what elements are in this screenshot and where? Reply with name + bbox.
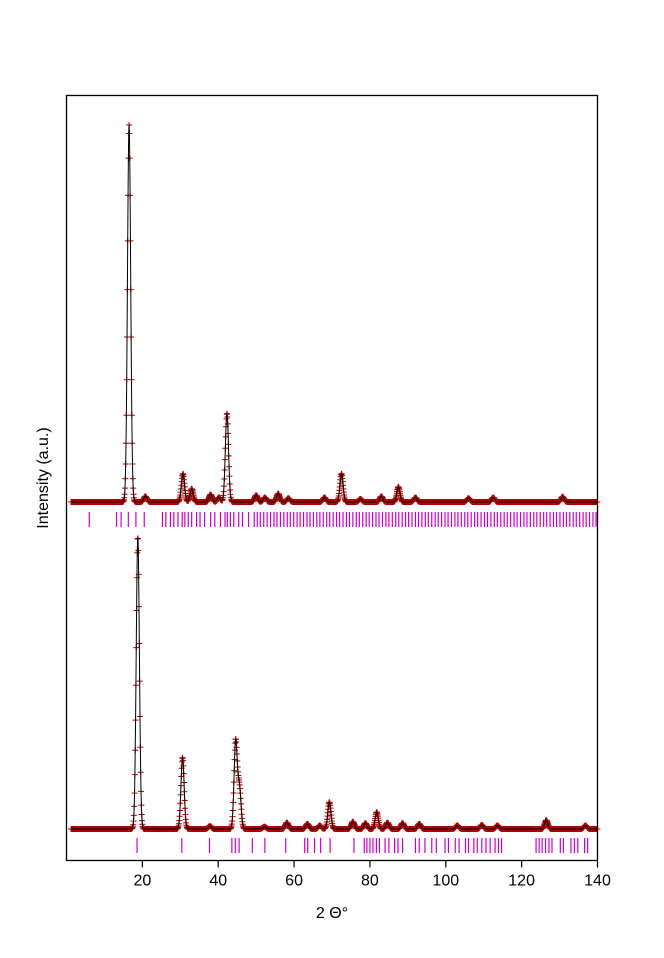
x-tick-label: 140 [584,873,611,890]
x-tick-label: 120 [508,873,535,890]
x-tick-label: 60 [285,873,303,890]
bottom-panel-pattern [68,535,601,853]
top-panel-pattern [68,122,601,527]
top-bragg-marks [88,512,597,527]
x-axis: 20 40 60 80 100 120 140 [133,860,611,890]
top-observed-points [68,122,601,505]
x-tick-label: 20 [133,873,151,890]
bottom-observed-points [68,535,601,832]
bottom-bragg-marks [136,838,589,853]
x-tick-label: 40 [209,873,227,890]
plot-frame [65,94,599,862]
x-axis-title: 2 Θ° [316,905,348,922]
y-axis-title: Intensity (a.u.) [35,427,52,528]
bottom-calculated-curve [71,536,598,830]
x-tick-label: 80 [361,873,379,890]
top-calculated-curve [71,124,598,503]
x-tick-label: 100 [432,873,459,890]
